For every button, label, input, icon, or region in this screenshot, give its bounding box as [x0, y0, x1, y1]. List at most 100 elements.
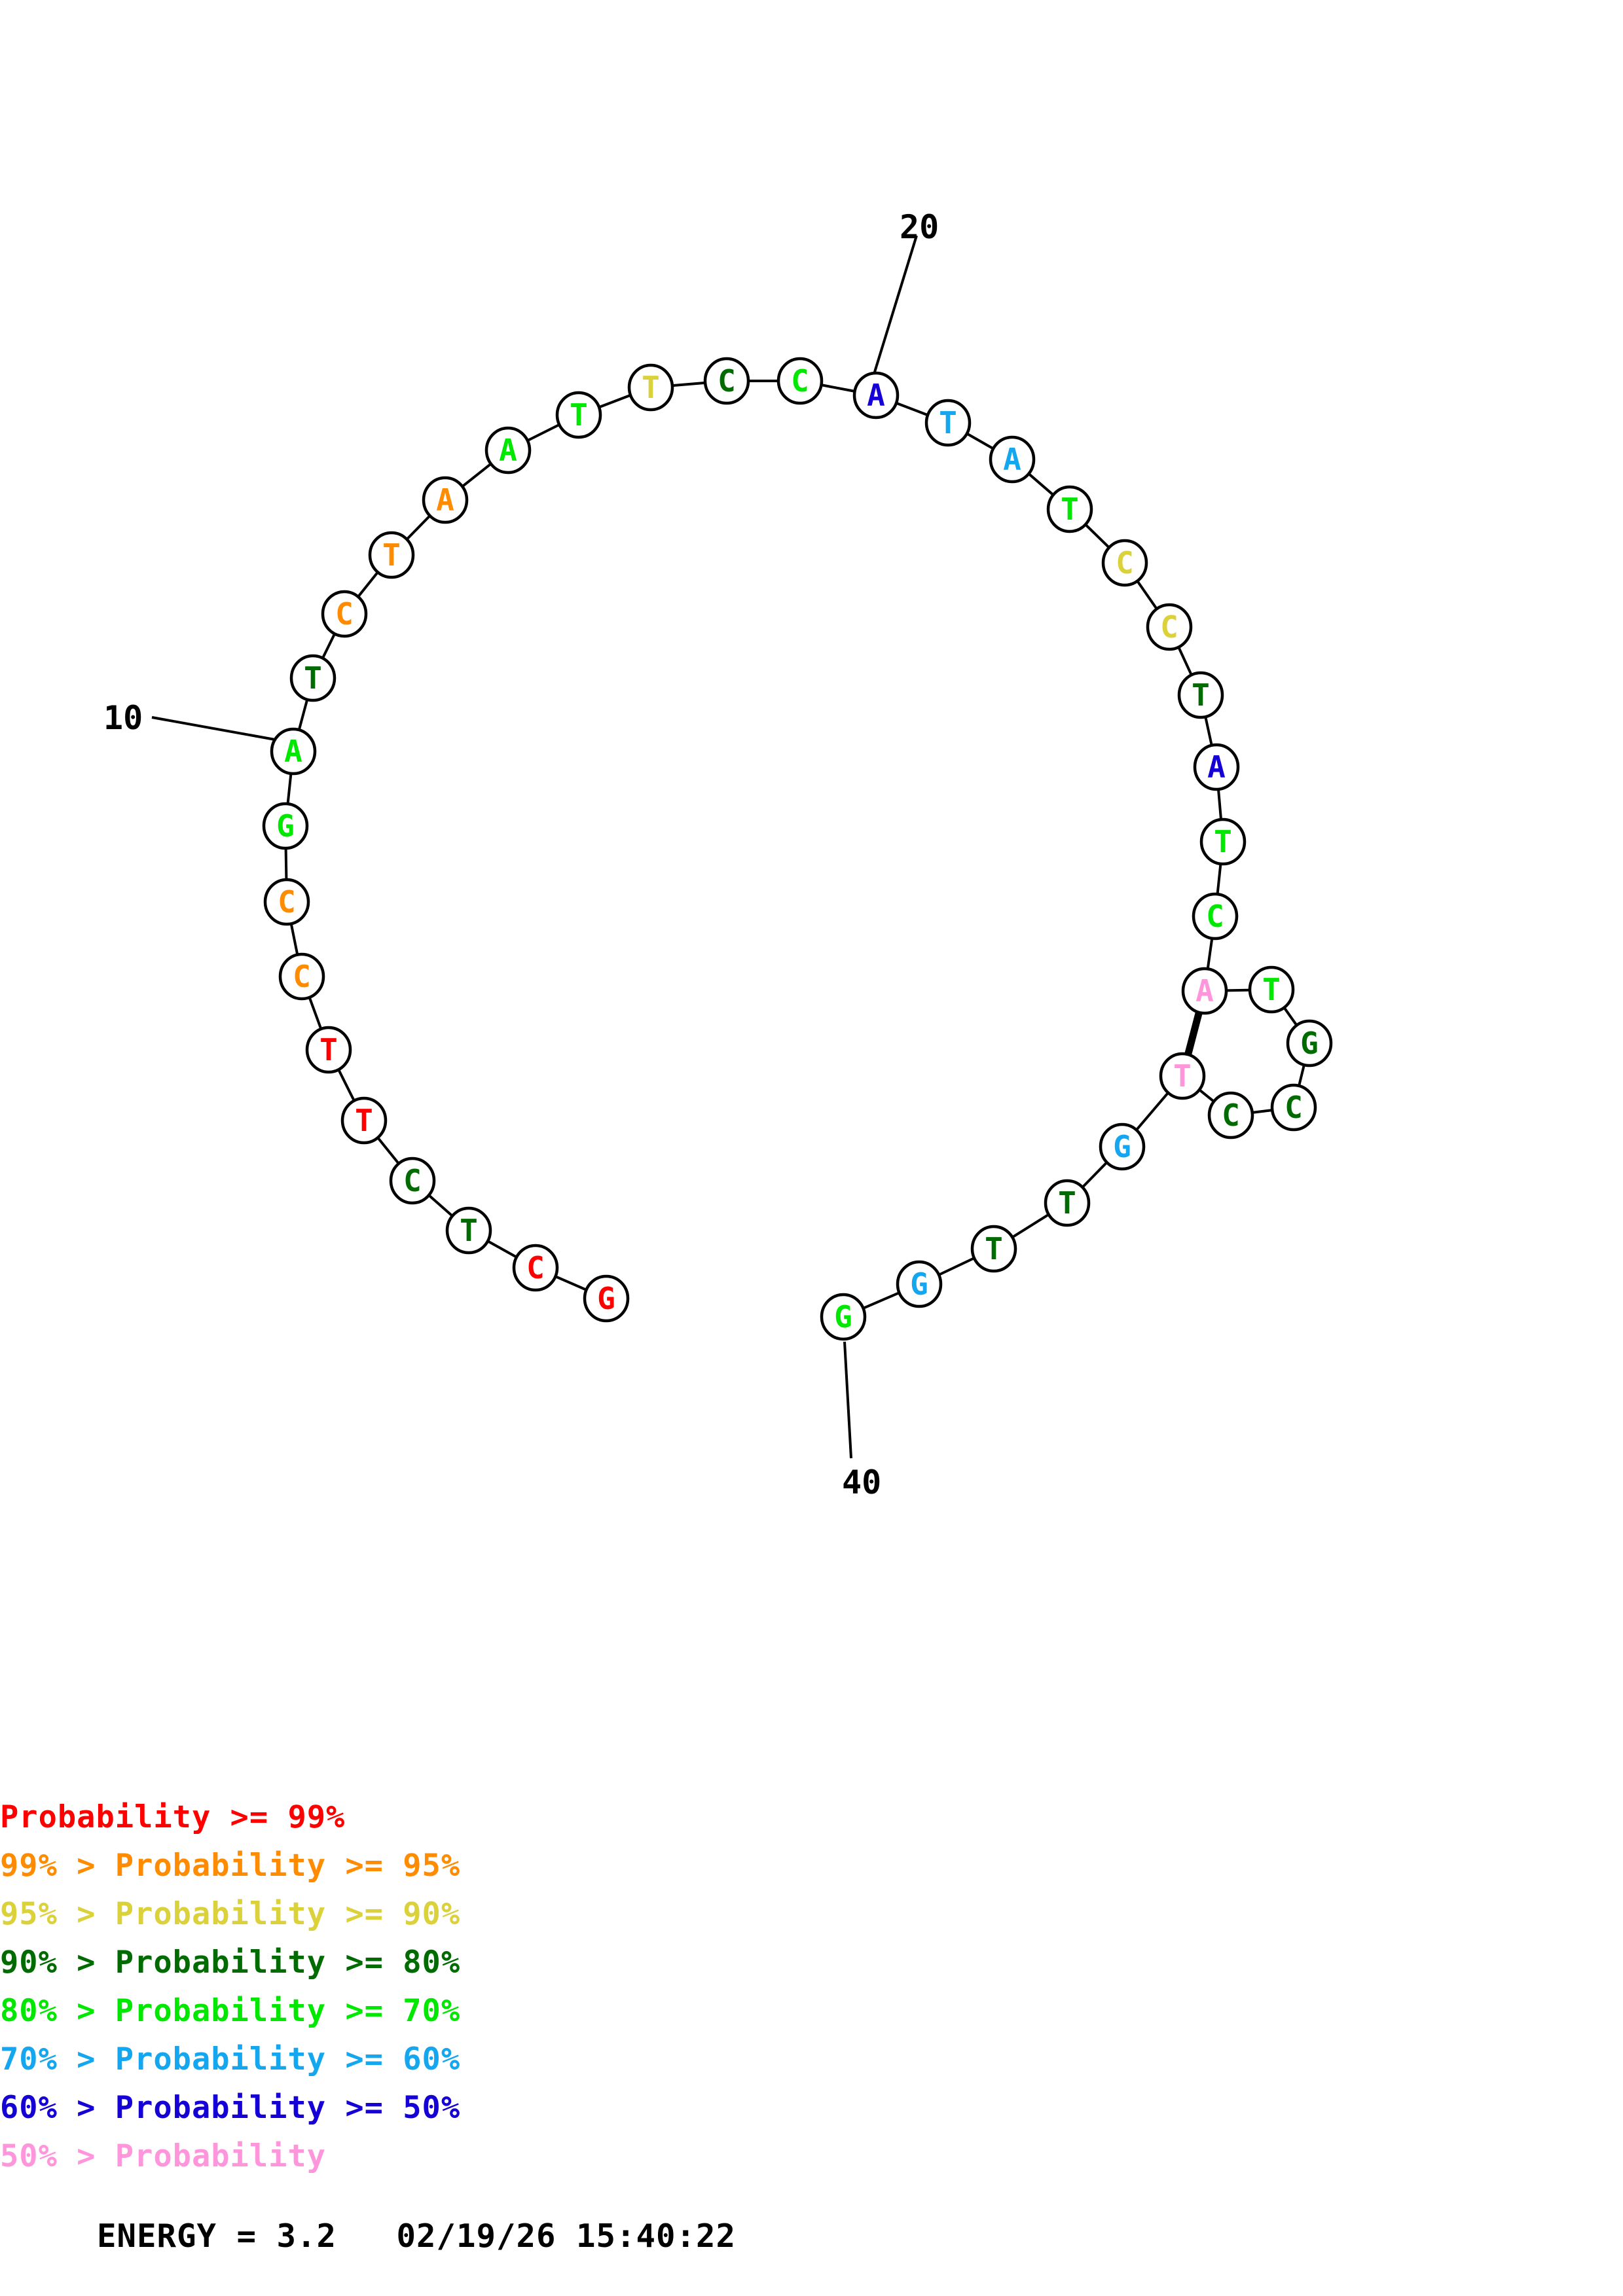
base-circle — [852, 371, 900, 420]
base-node[interactable]: T — [970, 1225, 1017, 1273]
base-node[interactable]: G — [262, 802, 309, 850]
position-tick-line — [843, 1341, 852, 1459]
base-circle — [1181, 967, 1228, 1015]
base-node[interactable]: G — [1286, 1019, 1333, 1067]
base-letter: C — [1206, 899, 1224, 934]
base-circle — [262, 802, 309, 850]
backbone-bond — [1136, 579, 1158, 611]
base-letter: C — [293, 959, 311, 994]
base-node[interactable]: C — [1146, 603, 1193, 651]
legend-row: 50% > Probability — [0, 2138, 327, 2174]
backbone-bond — [821, 384, 855, 393]
base-node[interactable]: T — [1199, 817, 1247, 866]
legend-row: 99% > Probability >= 95% — [0, 1848, 461, 1884]
base-letter: C — [403, 1163, 422, 1198]
base-letter: C — [335, 596, 354, 632]
legend-row: 80% > Probability >= 70% — [0, 1993, 461, 2029]
position-tick-line — [151, 716, 276, 741]
backbone-bond — [308, 996, 323, 1030]
base-node[interactable]: G — [1099, 1122, 1146, 1171]
backbone-bond — [1283, 1006, 1298, 1027]
base-letter: A — [1195, 973, 1214, 1009]
position-tick-line — [871, 235, 918, 379]
base-letter: A — [867, 378, 885, 413]
base-node[interactable]: C — [512, 1244, 559, 1292]
legend-row: 95% > Probability >= 90% — [0, 1896, 461, 1932]
backbone-bond — [376, 1136, 400, 1165]
base-letter: T — [570, 397, 588, 433]
base-node[interactable]: G — [896, 1260, 943, 1308]
backbone-bond — [286, 772, 293, 805]
base-node[interactable]: C — [776, 357, 824, 405]
base-node[interactable]: A — [852, 371, 900, 420]
base-letter: A — [436, 482, 454, 518]
base-node[interactable]: A — [270, 727, 317, 776]
base-letter: T — [460, 1213, 478, 1248]
backbone-bond — [1198, 1088, 1215, 1103]
backbone-bond — [321, 632, 337, 660]
base-node[interactable]: A — [1181, 967, 1228, 1015]
base-node[interactable]: C — [1192, 892, 1239, 941]
backbone-bond — [862, 1291, 900, 1310]
base-node[interactable]: A — [989, 435, 1036, 484]
base-node[interactable]: C — [1101, 539, 1148, 587]
base-letter: C — [1222, 1098, 1240, 1133]
position-tick-group — [151, 235, 918, 1459]
base-letter: C — [1285, 1090, 1303, 1125]
base-circle — [305, 1026, 352, 1074]
base-node[interactable]: C — [321, 590, 368, 638]
base-letter: A — [1003, 442, 1021, 477]
base-node[interactable]: G — [583, 1274, 630, 1323]
base-letter: C — [718, 363, 736, 399]
base-node[interactable]: T — [340, 1096, 388, 1145]
base-node[interactable]: T — [1248, 965, 1295, 1014]
base-node[interactable]: T — [627, 363, 674, 412]
base-letter: A — [1207, 749, 1226, 785]
base-circle — [368, 531, 415, 579]
base-node[interactable]: C — [1270, 1083, 1317, 1132]
base-node[interactable]: T — [1177, 671, 1224, 719]
base-node[interactable]: T — [555, 391, 602, 439]
base-node[interactable]: T — [1046, 485, 1093, 533]
base-circle — [289, 654, 337, 702]
base-node[interactable]: C — [703, 357, 750, 405]
backbone-bond — [357, 571, 379, 598]
base-circle — [970, 1225, 1017, 1273]
base-circle — [1177, 671, 1224, 719]
base-circle — [924, 399, 972, 447]
base-circle — [321, 590, 368, 638]
position-number-label: 40 — [842, 1463, 882, 1501]
base-letter: T — [1262, 972, 1281, 1007]
backbone-bond — [896, 401, 928, 417]
base-node[interactable]: T — [1159, 1052, 1206, 1100]
base-circle — [820, 1293, 867, 1341]
base-circle — [703, 357, 750, 405]
base-node[interactable]: C — [389, 1157, 436, 1205]
base-node[interactable]: T — [924, 399, 972, 447]
base-circle — [1146, 603, 1193, 651]
base-node[interactable]: A — [1193, 743, 1240, 791]
base-node[interactable]: T — [368, 531, 415, 579]
base-node[interactable]: T — [1044, 1179, 1091, 1227]
base-letter: T — [1192, 677, 1210, 713]
base-pair-bond-group — [1184, 1011, 1203, 1056]
base-node[interactable]: A — [422, 476, 469, 524]
base-letter: A — [499, 433, 517, 468]
base-node[interactable]: T — [445, 1206, 492, 1255]
backbone-bond — [297, 698, 309, 731]
base-node[interactable]: T — [289, 654, 337, 702]
base-letter: T — [304, 660, 322, 696]
base-node[interactable]: T — [305, 1026, 352, 1074]
base-node[interactable]: C — [1207, 1091, 1254, 1139]
base-node[interactable]: A — [484, 426, 532, 475]
backbone-bond — [405, 514, 431, 541]
backbone-bond — [1177, 646, 1193, 676]
base-node[interactable]: C — [263, 878, 310, 926]
base-node[interactable]: G — [820, 1293, 867, 1341]
base-node[interactable]: C — [278, 952, 325, 1001]
base-letter: T — [642, 370, 660, 405]
base-circle — [1192, 892, 1239, 941]
base-letter: T — [319, 1032, 338, 1067]
